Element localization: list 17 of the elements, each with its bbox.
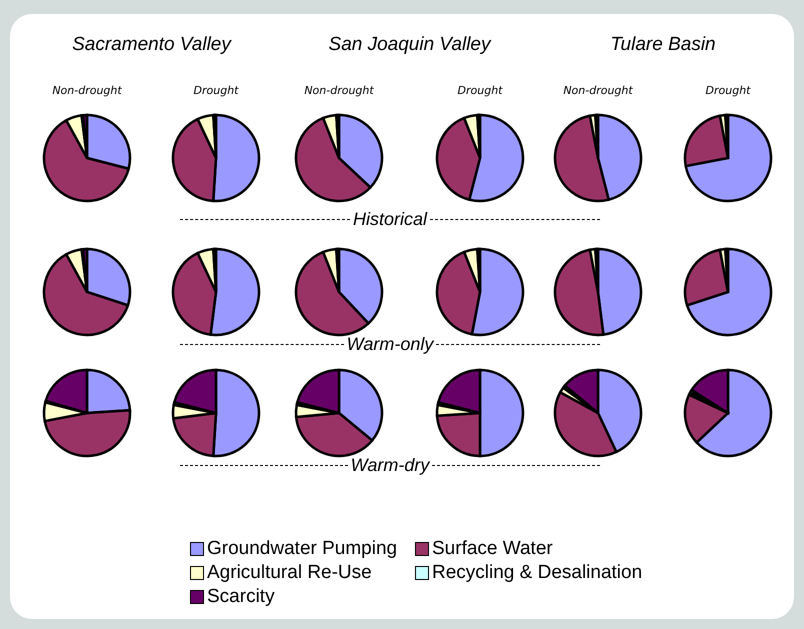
legend-label: Agricultural Re-Use: [207, 562, 372, 584]
chart-subtitle: Non-drought: [303, 84, 375, 97]
chart-title: Tulare Basin: [609, 34, 717, 56]
legend-label: Scarcity: [207, 586, 275, 608]
legend-label: Groundwater Pumping: [207, 538, 398, 560]
text: Warm-only: [346, 334, 434, 355]
text: Historical: [353, 209, 428, 230]
chart-title: San Joaquin Valley: [328, 34, 492, 56]
legend-label: Surface Water: [432, 538, 553, 560]
chart-subtitle: Drought: [704, 84, 752, 97]
chart-title: Sacramento Valley: [71, 34, 233, 56]
legend-label: Recycling & Desalination: [432, 562, 642, 584]
chart-subtitle: Non-drought: [51, 84, 123, 97]
chart-subtitle: Drought: [192, 84, 240, 97]
chart-subtitle: Non-drought: [562, 84, 634, 97]
text: Warm-dry: [350, 455, 430, 476]
chart-subtitle: Drought: [456, 84, 504, 97]
